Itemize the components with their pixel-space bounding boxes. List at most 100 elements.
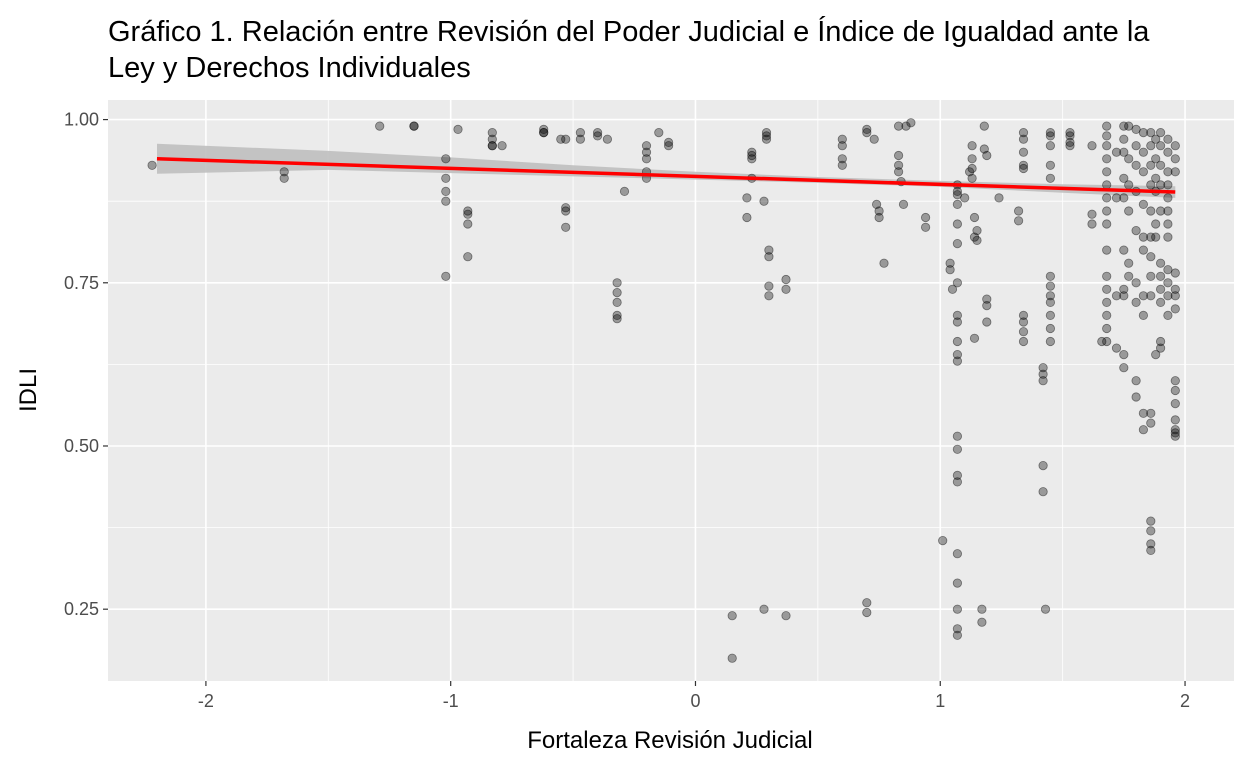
x-axis: -2 -1 0 1 2 (198, 681, 1190, 711)
data-point (952, 317, 963, 327)
y-tick-label: 1.00 (64, 110, 99, 130)
x-tick-label: -1 (443, 691, 459, 711)
data-point (952, 310, 963, 320)
data-point (862, 128, 872, 138)
data-point (1045, 281, 1056, 291)
data-point (1146, 128, 1156, 138)
data-point (1111, 291, 1122, 301)
data-point (1156, 297, 1166, 307)
data-point (742, 212, 752, 223)
data-point (612, 314, 622, 324)
data-point (1170, 291, 1180, 301)
data-point (761, 134, 772, 144)
data-point (602, 134, 613, 144)
data-point (1170, 428, 1180, 438)
data-point (147, 160, 157, 170)
data-point (979, 121, 989, 131)
data-point (1045, 336, 1056, 347)
data-point (1163, 167, 1173, 177)
data-point (1170, 268, 1180, 278)
data-point (592, 131, 603, 141)
data-point (952, 356, 963, 366)
trend-line (156, 157, 1176, 194)
data-point (952, 477, 963, 487)
data-point (663, 141, 674, 151)
data-point (1170, 167, 1180, 177)
data-point (1131, 297, 1141, 307)
data-point (977, 617, 987, 627)
data-point (1163, 206, 1173, 216)
data-point (1170, 415, 1180, 425)
data-point (1065, 128, 1075, 138)
data-point (952, 444, 963, 454)
data-point (893, 160, 904, 170)
data-point (463, 206, 473, 216)
data-point (441, 154, 451, 164)
data-point (952, 470, 963, 480)
data-point (539, 128, 549, 138)
y-tick-label: 0.25 (64, 599, 99, 619)
data-point (1138, 128, 1149, 138)
data-point (1170, 431, 1180, 441)
data-point (1119, 284, 1129, 294)
data-point (952, 186, 963, 196)
data-point (279, 173, 289, 183)
y-axis-title: IDLI (15, 368, 42, 412)
data-point (893, 167, 904, 177)
data-point (1102, 323, 1112, 334)
data-point (612, 287, 622, 298)
data-point (906, 118, 916, 128)
data-point (952, 431, 963, 441)
data-point (952, 630, 963, 640)
data-point (1102, 193, 1112, 203)
data-point (781, 284, 791, 294)
data-point (1045, 173, 1056, 183)
data-point (1102, 219, 1112, 229)
data-point (1038, 487, 1048, 497)
data-point (1018, 327, 1029, 337)
data-point (1146, 291, 1156, 301)
data-point (1131, 392, 1141, 402)
data-point (1138, 408, 1149, 418)
data-point (920, 212, 931, 223)
data-point (619, 186, 630, 196)
data-point (453, 124, 463, 134)
data-point (747, 147, 757, 157)
data-point (952, 549, 963, 559)
data-point (1131, 141, 1141, 151)
data-point (1131, 376, 1141, 386)
data-point (1151, 349, 1161, 360)
data-point (879, 258, 889, 268)
data-point (1111, 193, 1122, 203)
data-point (1119, 363, 1129, 373)
data-point (663, 137, 674, 147)
data-point (759, 604, 769, 614)
data-point (1018, 160, 1029, 170)
data-point (1131, 278, 1141, 288)
data-point (1087, 209, 1097, 219)
data-point (960, 193, 970, 203)
data-point (1138, 291, 1149, 301)
x-tick-label: -2 (198, 691, 214, 711)
data-point (1170, 376, 1180, 386)
data-point (1146, 545, 1156, 556)
data-point (1038, 363, 1048, 373)
data-point (463, 252, 473, 262)
data-point (1163, 219, 1173, 229)
data-point (1156, 128, 1166, 138)
data-point (727, 653, 737, 663)
data-point (441, 271, 451, 281)
y-tick-label: 0.75 (64, 273, 99, 293)
data-point (1119, 245, 1129, 255)
data-point (893, 150, 904, 161)
data-point (967, 141, 977, 151)
data-point (952, 624, 963, 634)
data-point (982, 150, 992, 161)
trend-line-path (156, 157, 1176, 194)
data-point (1119, 349, 1129, 360)
data-point (561, 134, 571, 144)
data-point (969, 232, 980, 242)
grid-minor (108, 100, 1234, 681)
data-point (612, 310, 622, 320)
data-point (1170, 141, 1180, 151)
